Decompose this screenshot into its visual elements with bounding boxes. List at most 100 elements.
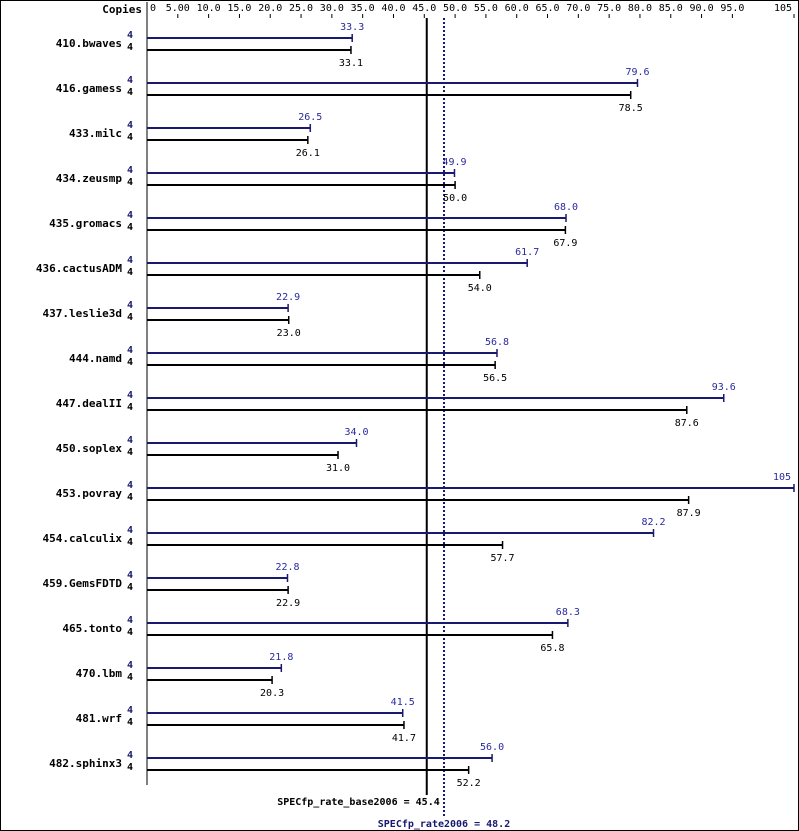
value-label: 67.9	[553, 238, 577, 249]
copies-label: 4	[127, 537, 133, 548]
value-label: 50.0	[443, 193, 467, 204]
copies-label: 4	[127, 525, 133, 536]
reference-label: SPECfp_rate2006 = 48.2	[378, 819, 510, 830]
value-label: 20.3	[260, 688, 284, 699]
copies-label: 4	[127, 390, 133, 401]
x-tick-label: 20.0	[258, 3, 282, 14]
value-label: 34.0	[344, 427, 368, 438]
category-label: 437.leslie3d	[43, 307, 122, 320]
copies-label: 4	[127, 492, 133, 503]
copies-label: 4	[127, 267, 133, 278]
value-label: 65.8	[540, 643, 564, 654]
category-label: 435.gromacs	[49, 217, 122, 230]
value-label: 23.0	[277, 328, 301, 339]
value-label: 68.0	[554, 202, 578, 213]
x-tick-label: 45.0	[412, 3, 436, 14]
category-label: 410.bwaves	[56, 37, 122, 50]
value-label: 22.9	[276, 292, 300, 303]
copies-label: 4	[127, 615, 133, 626]
copies-label: 4	[127, 42, 133, 53]
category-label: 482.sphinx3	[49, 757, 122, 770]
copies-label: 4	[127, 435, 133, 446]
category-label: 447.dealII	[56, 397, 122, 410]
copies-label: 4	[127, 717, 133, 728]
copies-label: 4	[127, 222, 133, 233]
x-tick-label: 30.0	[320, 3, 344, 14]
x-tick-label: 5.00	[166, 3, 190, 14]
value-label: 33.1	[339, 58, 363, 69]
copies-label: 4	[127, 345, 133, 356]
category-label: 454.calculix	[43, 532, 123, 545]
value-label: 22.9	[276, 598, 300, 609]
category-label: 459.GemsFDTD	[43, 577, 123, 590]
copies-label: 4	[127, 177, 133, 188]
category-label: 470.lbm	[76, 667, 123, 680]
value-label: 79.6	[625, 67, 649, 78]
value-label: 54.0	[468, 283, 492, 294]
category-label: 433.milc	[69, 127, 122, 140]
x-tick-label: 85.0	[659, 3, 683, 14]
copies-label: 4	[127, 120, 133, 131]
value-label: 41.5	[391, 697, 415, 708]
category-label: 453.povray	[56, 487, 123, 500]
x-tick-label: 105	[774, 3, 792, 14]
copies-label: 4	[127, 447, 133, 458]
value-label: 105	[773, 472, 791, 483]
value-label: 87.9	[677, 508, 701, 519]
value-label: 26.5	[298, 112, 322, 123]
x-tick-label: 15.0	[227, 3, 251, 14]
copies-label: 4	[127, 210, 133, 221]
value-label: 57.7	[490, 553, 514, 564]
value-label: 56.8	[485, 337, 509, 348]
category-label: 444.namd	[69, 352, 122, 365]
value-label: 78.5	[619, 103, 643, 114]
x-tick-label: 10.0	[197, 3, 221, 14]
copies-label: 4	[127, 762, 133, 773]
x-tick-label: 80.0	[628, 3, 652, 14]
copies-label: 4	[127, 570, 133, 581]
value-label: 26.1	[296, 148, 320, 159]
category-label: 416.gamess	[56, 82, 122, 95]
copies-label: 4	[127, 165, 133, 176]
copies-label: 4	[127, 30, 133, 41]
x-tick-label: 40.0	[381, 3, 405, 14]
x-tick-label: 25.0	[289, 3, 313, 14]
value-label: 87.6	[675, 418, 699, 429]
copies-label: 4	[127, 357, 133, 368]
reference-label: SPECfp_rate_base2006 = 45.4	[277, 797, 440, 808]
value-label: 93.6	[712, 382, 736, 393]
copies-label: 4	[127, 75, 133, 86]
copies-label: 4	[127, 402, 133, 413]
copies-label: 4	[127, 672, 133, 683]
x-tick-label: 90.0	[690, 3, 714, 14]
value-label: 22.8	[275, 562, 299, 573]
value-label: 68.3	[556, 607, 580, 618]
value-label: 33.3	[340, 22, 364, 33]
value-label: 49.9	[442, 157, 466, 168]
category-label: 450.soplex	[56, 442, 123, 455]
value-label: 61.7	[515, 247, 539, 258]
x-tick-label: 70.0	[566, 3, 590, 14]
copies-label: 4	[127, 132, 133, 143]
value-label: 56.0	[480, 742, 504, 753]
copies-label: 4	[127, 750, 133, 761]
value-label: 41.7	[392, 733, 416, 744]
copies-label: 4	[127, 705, 133, 716]
copies-header: Copies	[102, 3, 142, 16]
category-label: 481.wrf	[76, 712, 122, 725]
copies-label: 4	[127, 660, 133, 671]
copies-label: 4	[127, 312, 133, 323]
x-tick-label: 95.0	[720, 3, 744, 14]
x-tick-label: 65.0	[535, 3, 559, 14]
category-label: 436.cactusADM	[36, 262, 122, 275]
copies-label: 4	[127, 582, 133, 593]
value-label: 31.0	[326, 463, 350, 474]
x-tick-label: 50.0	[443, 3, 467, 14]
x-tick-label: 0	[150, 3, 156, 14]
copies-label: 4	[127, 480, 133, 491]
value-label: 21.8	[269, 652, 293, 663]
value-label: 56.5	[483, 373, 507, 384]
